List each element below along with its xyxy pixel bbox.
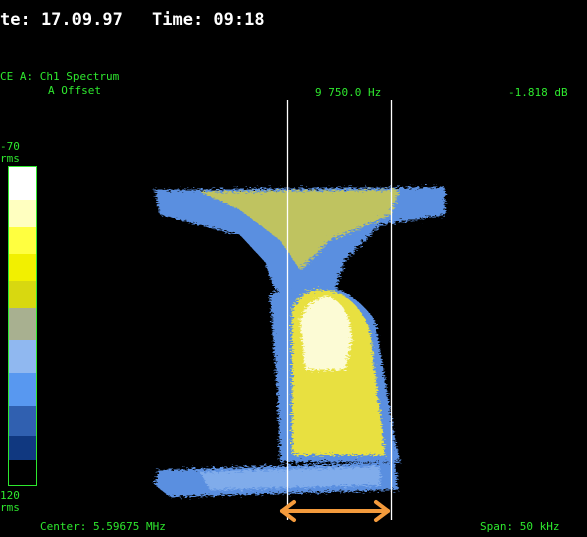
page: te: 17.09.97 Time: 09:18 CE A: Ch1 Spect…: [0, 0, 587, 537]
time: Time: 09:18: [152, 10, 265, 30]
marker-level: -1.818 dB: [508, 86, 568, 99]
scale-top-unit: rms: [0, 152, 20, 165]
screen: te: 17.09.97 Time: 09:18 CE A: Ch1 Spect…: [0, 0, 587, 537]
marker-frequency: 9 750.0 Hz: [315, 86, 381, 99]
center-frequency: Center: 5.59675 MHz: [40, 520, 166, 533]
date: te: 17.09.97: [0, 10, 123, 30]
scale-bottom-unit: rms: [0, 501, 20, 514]
offset-label: A Offset: [48, 84, 101, 97]
color-bar: [9, 167, 37, 486]
trace-label: CE A: Ch1 Spectrum: [0, 70, 120, 83]
span: Span: 50 kHz: [480, 520, 559, 533]
